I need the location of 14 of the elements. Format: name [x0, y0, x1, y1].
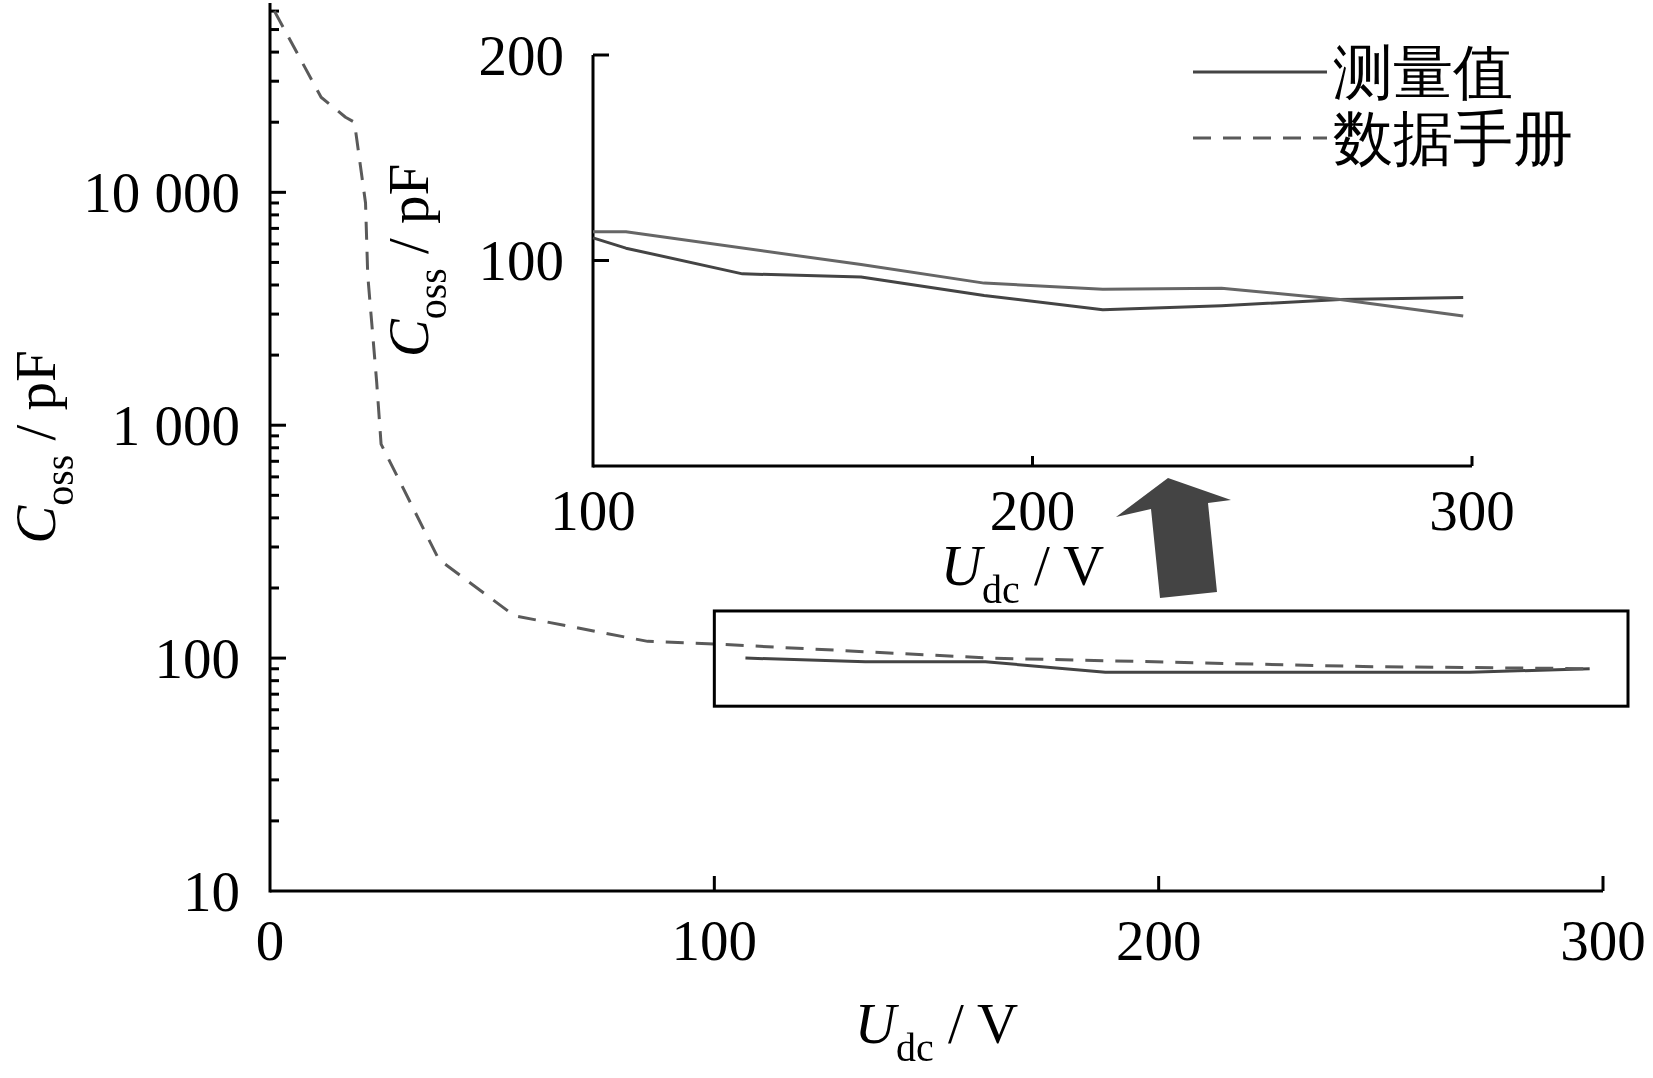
- line-series: [743, 656, 1592, 674]
- legend-label: 测量值: [1333, 40, 1513, 106]
- y-tick-label: 100: [154, 627, 240, 691]
- x-tick-label: 100: [550, 479, 636, 542]
- x-tick-label: 300: [1560, 909, 1646, 972]
- y-tick-label: 10: [183, 859, 240, 923]
- legend-label: 数据手册: [1333, 106, 1573, 172]
- x-tick-label: 0: [255, 909, 285, 972]
- y-tick-label: 10 000: [83, 161, 240, 225]
- x-tick-label: 100: [671, 909, 758, 972]
- x-tick-label: 200: [1115, 909, 1202, 972]
- y-tick-label: 1 000: [111, 394, 240, 458]
- x-tick-label: 300: [1429, 479, 1515, 542]
- x-axis-title: U$_{dc}$ / V: [854, 992, 1019, 1071]
